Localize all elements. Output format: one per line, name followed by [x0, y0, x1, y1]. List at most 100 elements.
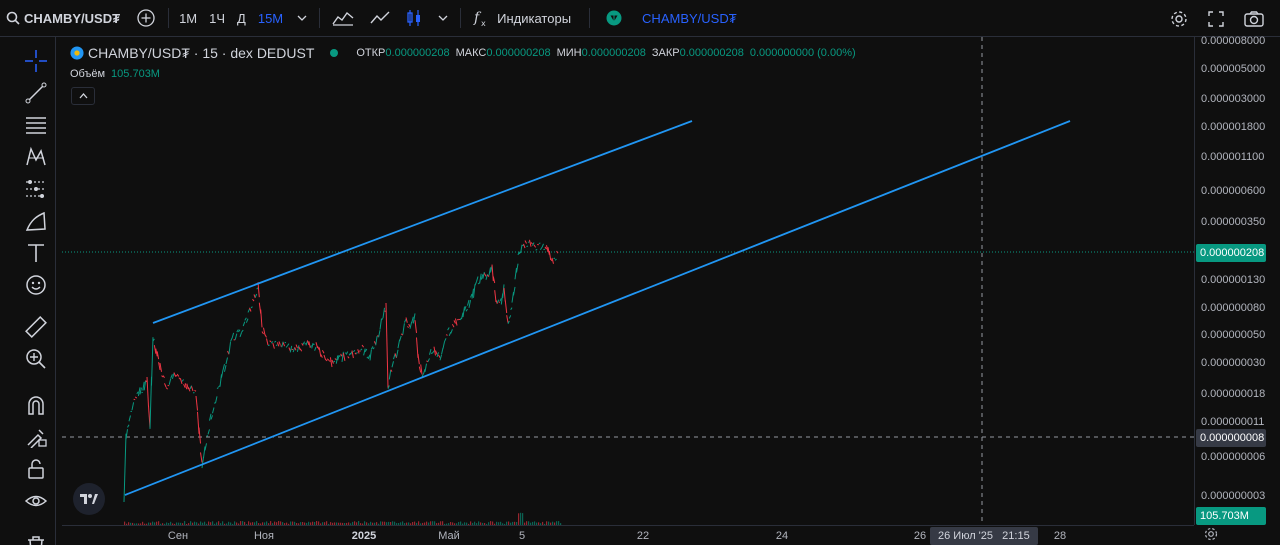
volume-bar: [258, 523, 260, 525]
volume-bar: [226, 523, 228, 525]
price-segment: [487, 274, 490, 278]
price-segment: [158, 362, 161, 370]
settings-icon: [1204, 527, 1218, 541]
volume-bar: [304, 522, 306, 525]
price-tick: 0.000000050: [1201, 329, 1266, 341]
lock-drawing-icon: [27, 429, 47, 448]
price-segment: [153, 345, 157, 354]
legend-title[interactable]: CHAMBY/USD₮ · 15 · dex DEDUST: [88, 45, 315, 61]
pattern-tool[interactable]: [22, 143, 50, 171]
price-segment: [385, 302, 389, 388]
time-tick: 24: [775, 530, 789, 542]
volume-bar: [440, 521, 442, 525]
interval-1m[interactable]: 1M: [179, 10, 198, 26]
volume-bar: [290, 521, 292, 525]
channel-lower-line[interactable]: [124, 120, 1071, 496]
screenshot-button[interactable]: [1234, 0, 1274, 37]
price-segment: [296, 345, 300, 353]
volume-bar: [352, 521, 354, 525]
volume-bar: [272, 523, 274, 525]
price-segment: [239, 332, 243, 338]
volume-bar: [188, 523, 190, 525]
volume-bar: [446, 523, 448, 525]
price-segment: [348, 352, 352, 356]
lock-all-tool[interactable]: [22, 455, 50, 483]
price-segment: [442, 341, 445, 349]
volume-bar: [274, 521, 276, 525]
price-segment: [176, 373, 180, 377]
volume-bar: [540, 523, 542, 525]
remove-drawings-tool[interactable]: [22, 529, 50, 545]
svg-text:f: f: [473, 10, 482, 26]
price-segment: [203, 446, 206, 458]
volume-bar: [156, 521, 158, 525]
fib-tool[interactable]: [22, 111, 50, 139]
price-segment: [328, 360, 331, 362]
price-segment: [276, 342, 280, 347]
volume-bar: [154, 522, 156, 525]
price-segment: [257, 282, 260, 298]
interval-dropdown[interactable]: [289, 0, 315, 37]
chart-pane[interactable]: [62, 37, 1194, 525]
volume-bar: [234, 521, 236, 525]
price-segment: [445, 334, 448, 336]
price-segment: [253, 294, 256, 299]
volume-bar: [332, 522, 334, 525]
volume-bar: [230, 522, 232, 525]
price-segment: [491, 264, 494, 282]
price-segment: [503, 287, 506, 302]
trend-line-tool[interactable]: [22, 79, 50, 107]
fullscreen-button[interactable]: [1198, 0, 1234, 37]
price-segment: [249, 307, 252, 312]
compare-symbol-link[interactable]: CHAMBY/USD₮: [642, 10, 737, 26]
price-segment: [269, 340, 272, 343]
interval-15m[interactable]: 15М: [257, 10, 284, 26]
crosshair-tool[interactable]: [22, 47, 50, 75]
price-chart[interactable]: [62, 37, 1194, 525]
price-segment: [272, 342, 275, 349]
volume-bar: [232, 523, 234, 525]
tradingview-logo[interactable]: [73, 483, 105, 515]
price-segment: [353, 349, 356, 353]
magnet-tool[interactable]: [22, 391, 50, 419]
candles-chart-button[interactable]: [398, 0, 430, 37]
volume-bar: [454, 523, 456, 525]
brush-tool[interactable]: [22, 207, 50, 235]
price-segment: [539, 246, 543, 251]
volume-bar: [314, 522, 316, 525]
emoji-tool[interactable]: [22, 271, 50, 299]
volume-bar: [474, 521, 476, 525]
volume-bar: [480, 522, 482, 525]
hide-drawings-tool[interactable]: [22, 487, 50, 515]
settings-button[interactable]: [1160, 0, 1198, 37]
interval-day[interactable]: Д: [237, 10, 246, 26]
area-chart-button[interactable]: [324, 0, 362, 37]
volume-bar: [420, 523, 422, 525]
price-segment: [499, 298, 502, 302]
time-scale[interactable]: Сен Ноя 2025 Май 5 22 24 26 28 26 Июл '2…: [62, 525, 1194, 545]
zoom-in-tool[interactable]: [22, 345, 50, 373]
interval-1h[interactable]: 1Ч: [209, 10, 226, 26]
price-segment: [514, 267, 517, 280]
volume-bar: [498, 522, 500, 525]
price-segment: [361, 344, 365, 348]
price-segment: [393, 353, 396, 360]
line-chart-button[interactable]: [362, 0, 398, 37]
text-tool[interactable]: [22, 239, 50, 267]
symbol-search-button[interactable]: CHAMBY/USD₮: [0, 0, 128, 37]
channel-upper-line[interactable]: [152, 120, 693, 324]
add-symbol-button[interactable]: [128, 0, 164, 37]
lock-drawing-tool[interactable]: [22, 423, 50, 451]
volume-bar: [126, 523, 128, 525]
price-segment: [533, 244, 537, 248]
price-segment: [197, 411, 200, 434]
price-tick: 0.000000600: [1201, 185, 1266, 197]
price-scale[interactable]: 0.000008000 0.000005000 0.000003000 0.00…: [1194, 35, 1280, 525]
chart-type-dropdown[interactable]: [430, 0, 456, 37]
ruler-tool[interactable]: [22, 313, 50, 341]
go-to-date-button[interactable]: [1204, 527, 1218, 545]
brush-icon: [25, 211, 46, 231]
legend-collapse-button[interactable]: [71, 87, 95, 105]
prediction-tool[interactable]: [22, 175, 50, 203]
